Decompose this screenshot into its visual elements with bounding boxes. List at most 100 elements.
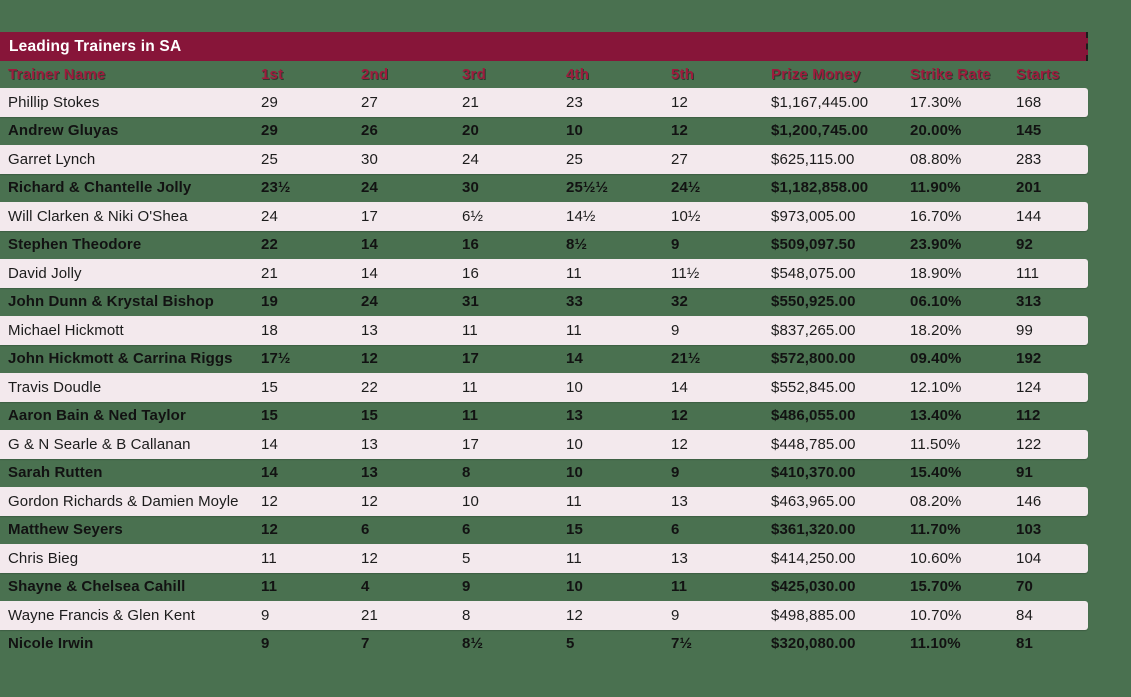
cell-starts: 313 xyxy=(1016,293,1042,311)
cell-prize-money: $448,785.00 xyxy=(771,435,856,453)
cell-1st: 15 xyxy=(261,378,278,396)
cell-3rd: 16 xyxy=(462,236,479,254)
cell-prize-money: $1,167,445.00 xyxy=(771,93,869,111)
cell-strike-rate: 12.10% xyxy=(910,378,962,396)
cell-trainer-name: Garret Lynch xyxy=(8,150,96,168)
cell-5th: 10½ xyxy=(671,207,701,225)
table-row: David Jolly 21 14 16 11 11½ $548,075.00 … xyxy=(0,259,1088,288)
cell-trainer-name: G & N Searle & B Callanan xyxy=(8,435,191,453)
cell-4th: 10 xyxy=(566,435,583,453)
cell-3rd: 8½ xyxy=(462,635,484,653)
header-1st: 1st xyxy=(261,66,284,83)
cell-strike-rate: 17.30% xyxy=(910,93,962,111)
cell-1st: 12 xyxy=(261,492,278,510)
cell-trainer-name: Sarah Rutten xyxy=(8,464,103,482)
cell-strike-rate: 18.90% xyxy=(910,264,962,282)
cell-trainer-name: John Dunn & Krystal Bishop xyxy=(8,293,214,311)
table-row: Aaron Bain & Ned Taylor 15 15 11 13 12 $… xyxy=(0,402,1088,431)
table-row: Garret Lynch 25 30 24 25 27 $625,115.00 … xyxy=(0,145,1088,174)
cell-trainer-name: Phillip Stokes xyxy=(8,93,100,111)
table-row: Shayne & Chelsea Cahill 11 4 9 10 11 $42… xyxy=(0,573,1088,602)
table-row: Phillip Stokes 29 27 21 23 12 $1,167,445… xyxy=(0,88,1088,117)
header-3rd: 3rd xyxy=(462,66,486,83)
table-row: Gordon Richards & Damien Moyle 12 12 10 … xyxy=(0,487,1088,516)
header-5th: 5th xyxy=(671,66,695,83)
cell-trainer-name: Nicole Irwin xyxy=(8,635,94,653)
cell-strike-rate: 15.70% xyxy=(910,578,962,596)
header-starts: Starts xyxy=(1016,66,1060,83)
cell-3rd: 11 xyxy=(462,378,478,396)
cell-3rd: 21 xyxy=(462,93,479,111)
cell-trainer-name: Matthew Seyers xyxy=(8,521,123,539)
cell-3rd: 24 xyxy=(462,150,479,168)
table-row: Travis Doudle 15 22 11 10 14 $552,845.00… xyxy=(0,373,1088,402)
cell-strike-rate: 23.90% xyxy=(910,236,962,254)
cell-starts: 124 xyxy=(1016,378,1042,396)
cell-5th: 27 xyxy=(671,150,688,168)
cell-4th: 14½ xyxy=(566,207,596,225)
cell-strike-rate: 13.40% xyxy=(910,407,962,425)
cell-starts: 99 xyxy=(1016,321,1033,339)
cell-2nd: 4 xyxy=(361,578,370,596)
cell-5th: 9 xyxy=(671,236,680,254)
cell-prize-money: $509,097.50 xyxy=(771,236,856,254)
cell-trainer-name: Aaron Bain & Ned Taylor xyxy=(8,407,186,425)
cell-1st: 18 xyxy=(261,321,278,339)
cell-2nd: 24 xyxy=(361,293,378,311)
cell-5th: 12 xyxy=(671,435,688,453)
cell-strike-rate: 18.20% xyxy=(910,321,962,339)
cell-2nd: 12 xyxy=(361,549,378,567)
cell-1st: 11 xyxy=(261,549,277,567)
cell-starts: 104 xyxy=(1016,549,1042,567)
cell-trainer-name: Wayne Francis & Glen Kent xyxy=(8,606,196,624)
cell-5th: 9 xyxy=(671,321,680,339)
cell-starts: 111 xyxy=(1016,264,1040,282)
cell-strike-rate: 08.20% xyxy=(910,492,962,510)
cell-starts: 91 xyxy=(1016,464,1033,482)
cell-4th: 11 xyxy=(566,264,582,282)
cell-starts: 146 xyxy=(1016,492,1042,510)
cell-prize-money: $463,965.00 xyxy=(771,492,856,510)
cell-prize-money: $1,200,745.00 xyxy=(771,122,869,140)
cell-4th: 25½½ xyxy=(566,179,609,197)
header-2nd: 2nd xyxy=(361,66,389,83)
table-header-row: Trainer Name 1st 2nd 3rd 4th 5th Prize M… xyxy=(0,61,1088,88)
cell-2nd: 12 xyxy=(361,492,378,510)
cell-3rd: 6 xyxy=(462,521,471,539)
cell-prize-money: $361,320.00 xyxy=(771,521,856,539)
cell-starts: 283 xyxy=(1016,150,1042,168)
cell-4th: 11 xyxy=(566,321,582,339)
cell-4th: 33 xyxy=(566,293,583,311)
cell-strike-rate: 11.90% xyxy=(910,179,961,197)
cell-strike-rate: 11.10% xyxy=(910,635,961,653)
cell-prize-money: $498,885.00 xyxy=(771,606,856,624)
cell-2nd: 12 xyxy=(361,350,378,368)
cell-starts: 145 xyxy=(1016,122,1042,140)
cell-starts: 122 xyxy=(1016,435,1042,453)
cell-3rd: 9 xyxy=(462,578,471,596)
cell-trainer-name: Andrew Gluyas xyxy=(8,122,119,140)
cell-trainer-name: John Hickmott & Carrina Riggs xyxy=(8,350,233,368)
cell-4th: 12 xyxy=(566,606,583,624)
cell-starts: 70 xyxy=(1016,578,1033,596)
cell-1st: 19 xyxy=(261,293,278,311)
cell-5th: 13 xyxy=(671,492,688,510)
table-row: Matthew Seyers 12 6 6 15 6 $361,320.00 1… xyxy=(0,516,1088,545)
cell-prize-money: $1,182,858.00 xyxy=(771,179,869,197)
header-prize-money: Prize Money xyxy=(771,66,861,83)
cell-strike-rate: 11.70% xyxy=(910,521,961,539)
cell-4th: 10 xyxy=(566,378,583,396)
cell-3rd: 6½ xyxy=(462,207,484,225)
cell-5th: 21½ xyxy=(671,350,701,368)
cell-4th: 10 xyxy=(566,464,583,482)
table-row: G & N Searle & B Callanan 14 13 17 10 12… xyxy=(0,430,1088,459)
cell-prize-money: $973,005.00 xyxy=(771,207,856,225)
cell-2nd: 17 xyxy=(361,207,378,225)
cell-2nd: 27 xyxy=(361,93,378,111)
table-row: Michael Hickmott 18 13 11 11 9 $837,265.… xyxy=(0,316,1088,345)
cell-3rd: 31 xyxy=(462,293,479,311)
cell-3rd: 11 xyxy=(462,407,479,425)
cell-5th: 7½ xyxy=(671,635,693,653)
cell-prize-money: $552,845.00 xyxy=(771,378,856,396)
cell-5th: 24½ xyxy=(671,179,701,197)
